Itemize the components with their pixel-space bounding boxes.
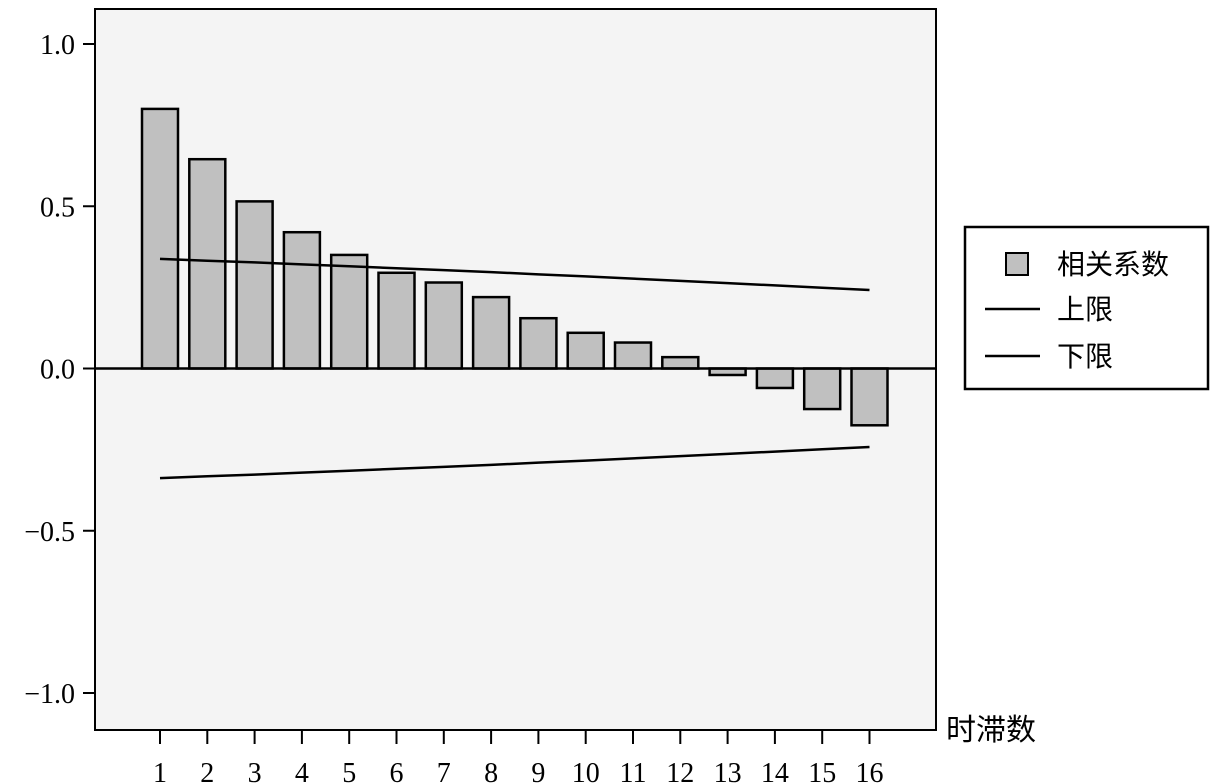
x-tick-label: 9 [531,758,545,784]
y-tick-label: 1.0 [40,30,75,61]
x-tick-label: 8 [484,758,498,784]
lower-limit-line [159,445,870,480]
bar-lag-9 [519,316,558,370]
legend-label-upper: 上限 [1057,293,1113,326]
bars-group [140,107,889,427]
x-tick-label: 15 [808,758,836,784]
x-tick-label: 1 [153,758,167,784]
y-tick-label: −0.5 [24,517,75,548]
x-tick-label: 11 [620,758,647,784]
bar-lag-2 [188,157,227,370]
x-axis: 1 2 3 4 5 6 7 8 9 10 11 12 13 14 15 16 [153,730,884,784]
x-tick-label: 5 [342,758,356,784]
legend-label-lower: 下限 [1057,340,1113,373]
upper-limit-line [159,257,870,292]
y-tick-label: −1.0 [24,679,75,710]
bar-lag-1 [140,107,180,370]
x-tick-label: 14 [761,758,789,784]
x-axis-label: 时滞数 [946,713,1036,748]
bar-lag-16 [850,367,889,427]
x-tick-label: 6 [390,758,404,784]
y-tick-label: 0.0 [40,355,75,386]
y-axis: 1.0 0.5 0.0 −0.5 −1.0 [24,30,95,710]
x-tick-label: 3 [248,758,262,784]
legend-swatch-bars [1005,252,1029,276]
bar-lag-8 [471,295,511,370]
bar-lag-7 [424,281,464,370]
bar-lag-4 [282,230,322,370]
x-tick-label: 16 [856,758,884,784]
legend: 相关系数 上限 下限 [963,225,1210,391]
x-tick-label: 2 [200,758,214,784]
x-tick-label: 13 [714,758,742,784]
x-tick-label: 4 [295,758,309,784]
x-tick-label: 7 [437,758,451,784]
bar-lag-5 [329,253,369,370]
bar-lag-14 [755,367,795,390]
bar-lag-12 [661,355,700,370]
x-tick-label: 10 [572,758,600,784]
legend-label-bars: 相关系数 [1057,248,1169,281]
y-tick-label: 0.5 [40,192,75,223]
bar-lag-10 [566,331,605,370]
bar-lag-15 [802,367,842,411]
limit-lines-group [159,257,870,480]
bar-lag-6 [377,271,416,370]
x-tick-label: 12 [666,758,694,784]
bar-lag-11 [613,341,653,370]
bar-lag-3 [235,200,274,370]
